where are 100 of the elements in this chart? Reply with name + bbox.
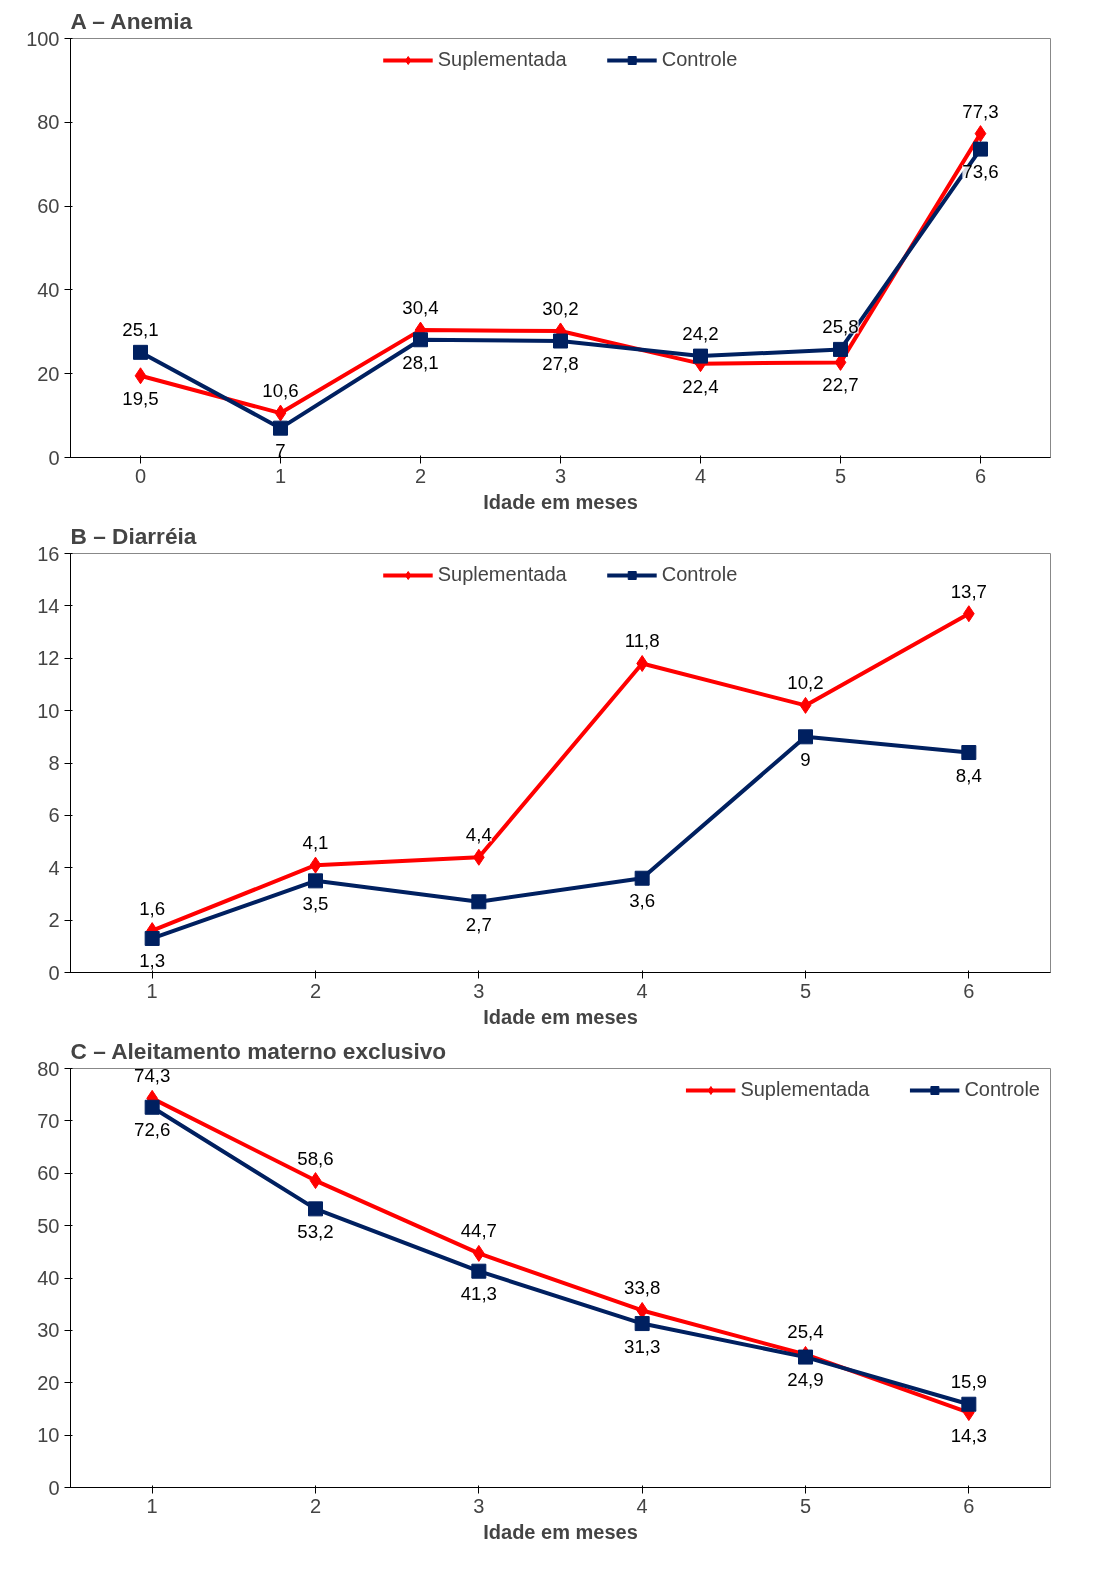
x-tick-label: 1: [274, 464, 287, 487]
y-tick-label: 20: [37, 362, 60, 385]
x-tick-label: 1: [146, 1494, 158, 1517]
data-label: 24,2: [682, 323, 719, 345]
x-tick-label: 2: [309, 979, 322, 1002]
data-label: 22,7: [822, 374, 859, 396]
data-label: 4,4: [465, 824, 492, 846]
y-tick-label: 0: [48, 446, 60, 469]
legend-label: Controle: [661, 563, 738, 586]
data-label: 4,1: [302, 832, 329, 854]
data-label: 25,4: [787, 1321, 824, 1343]
legend-label: Controle: [964, 1078, 1040, 1101]
x-axis-title: Idade em meses: [483, 490, 638, 513]
data-label: 24,9: [787, 1369, 824, 1391]
point: [144, 1099, 160, 1115]
data-label: 77,3: [962, 100, 999, 122]
x-axis-title: Idade em meses: [483, 1520, 638, 1543]
data-label: 8,4: [955, 764, 982, 786]
data-label: 1,6: [139, 897, 166, 919]
data-label: 73,6: [962, 161, 999, 183]
data-label: 14,3: [950, 1424, 987, 1446]
y-tick-label: 20: [37, 1371, 60, 1394]
legend-label: Controle: [661, 48, 738, 71]
y-tick-label: 30: [37, 1319, 60, 1342]
point: [798, 729, 813, 745]
data-label: 27,8: [542, 353, 579, 375]
legend-label: Suplementada: [437, 48, 567, 71]
point: [471, 1263, 487, 1279]
x-tick-label: 5: [834, 464, 847, 487]
y-tick-label: 6: [48, 804, 60, 827]
data-label: 41,3: [460, 1283, 497, 1305]
chart-title: B – Diarréia: [70, 522, 197, 549]
data-label: 30,4: [402, 297, 439, 319]
x-tick-label: 5: [799, 979, 812, 1002]
x-tick-label: 3: [554, 464, 567, 487]
data-label: 30,2: [542, 297, 579, 319]
data-label: 3,5: [302, 892, 329, 914]
x-tick-label: 6: [963, 979, 975, 1002]
data-label: 31,3: [624, 1335, 661, 1357]
point: [833, 341, 848, 357]
data-label: 11,8: [624, 630, 660, 652]
y-tick-label: 80: [37, 111, 60, 134]
point: [309, 856, 322, 874]
data-label: 74,3: [134, 1065, 171, 1087]
data-label: 25,1: [122, 319, 159, 341]
y-tick-label: 0: [48, 961, 60, 984]
point: [308, 1201, 323, 1217]
point: [634, 1316, 650, 1332]
y-tick-label: 60: [37, 195, 60, 218]
legend-label: Suplementada: [437, 563, 567, 586]
y-tick-label: 16: [37, 542, 60, 565]
data-label: 9: [800, 748, 811, 770]
data-label: 22,4: [682, 375, 719, 397]
data-label: 33,8: [624, 1277, 661, 1299]
data-label: 7: [275, 440, 286, 462]
y-tick-label: 0: [48, 1476, 60, 1499]
x-tick-label: 6: [974, 464, 987, 487]
data-label: 28,1: [402, 351, 439, 373]
chart-title: A – Anemia: [70, 7, 193, 34]
y-tick-label: 10: [37, 699, 60, 722]
y-tick-label: 8: [48, 752, 60, 774]
data-label: 10,6: [262, 380, 299, 402]
data-label: 25,8: [822, 316, 859, 338]
y-tick-label: 100: [26, 27, 60, 50]
data-label: 1,3: [139, 950, 166, 972]
y-tick-label: 14: [37, 594, 60, 617]
y-tick-label: 4: [48, 856, 60, 879]
y-tick-label: 40: [37, 278, 60, 301]
point: [309, 1172, 322, 1190]
x-tick-label: 5: [799, 1494, 812, 1517]
chart-title: C – Aleitamento materno exclusivo: [70, 1037, 447, 1064]
y-tick-label: 10: [37, 1424, 60, 1447]
x-tick-label: 4: [636, 1494, 648, 1517]
data-label: 13,7: [950, 580, 987, 602]
point: [308, 873, 323, 889]
x-tick-label: 4: [636, 979, 648, 1002]
x-tick-label: 3: [473, 1494, 485, 1517]
point: [413, 332, 428, 348]
data-label: 2,7: [465, 913, 492, 935]
y-tick-label: 2: [48, 909, 60, 932]
x-tick-label: 0: [134, 464, 147, 487]
point: [134, 367, 147, 385]
point: [961, 745, 977, 761]
point: [798, 1349, 813, 1365]
x-tick-label: 2: [414, 464, 427, 487]
point: [274, 404, 287, 422]
y-tick-label: 12: [37, 647, 60, 670]
legend-label: Suplementada: [740, 1078, 870, 1101]
point: [133, 344, 148, 360]
y-tick-label: 50: [37, 1214, 60, 1237]
point: [273, 420, 288, 436]
point: [799, 696, 812, 714]
point: [961, 1396, 977, 1412]
x-tick-label: 6: [963, 1494, 975, 1517]
y-tick-label: 60: [37, 1162, 60, 1185]
x-tick-label: 1: [146, 979, 158, 1002]
data-label: 44,7: [460, 1220, 497, 1242]
point: [973, 141, 988, 157]
data-label: 10,2: [787, 672, 824, 694]
y-tick-label: 80: [37, 1057, 60, 1080]
